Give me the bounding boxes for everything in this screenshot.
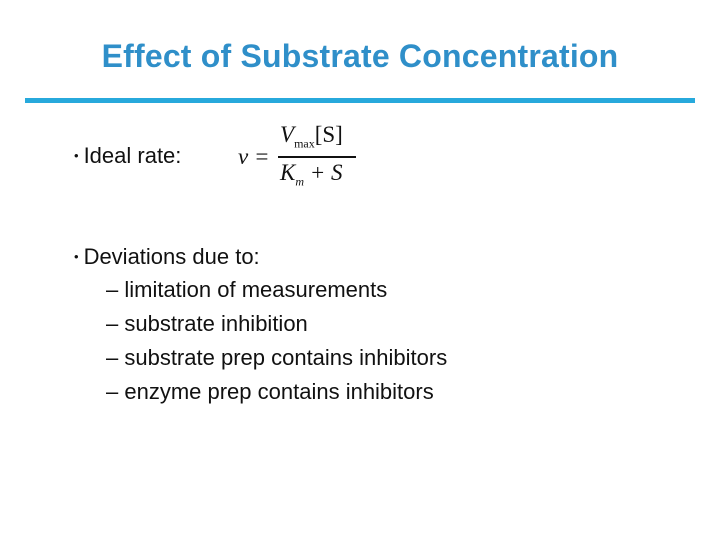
formula-denominator: Km + S bbox=[280, 160, 343, 190]
list-item: – enzyme prep contains inhibitors bbox=[106, 379, 434, 404]
formula-km-k: K bbox=[280, 160, 296, 185]
title-underline bbox=[25, 98, 695, 103]
bullet-icon: • bbox=[74, 249, 79, 264]
formula-vmax-sub: max bbox=[294, 136, 315, 151]
formula-den-rest: + S bbox=[304, 160, 343, 185]
list-item: – substrate prep contains inhibitors bbox=[106, 345, 448, 370]
formula-numerator: Vmax[S] bbox=[280, 122, 343, 152]
formula-vmax-v: V bbox=[280, 122, 295, 147]
bullet-deviations: • Deviations due to: bbox=[74, 240, 260, 274]
formula-km-sub: m bbox=[295, 174, 305, 189]
deviations-label: Deviations due to: bbox=[83, 244, 260, 269]
list-item: – limitation of measurements bbox=[106, 277, 388, 302]
formula-substrate-bracket: [S] bbox=[314, 122, 343, 147]
list-item: – substrate inhibition bbox=[106, 311, 308, 336]
ideal-rate-label: Ideal rate: bbox=[83, 143, 182, 168]
deviations-list: – limitation of measurements – substrate… bbox=[106, 273, 447, 409]
formula-fraction-bar bbox=[278, 156, 356, 158]
slide-title: Effect of Substrate Concentration bbox=[101, 38, 619, 74]
formula-lhs: v = bbox=[238, 144, 270, 169]
bullet-icon: • bbox=[74, 148, 79, 163]
bullet-ideal-rate: • Ideal rate: bbox=[74, 144, 181, 168]
